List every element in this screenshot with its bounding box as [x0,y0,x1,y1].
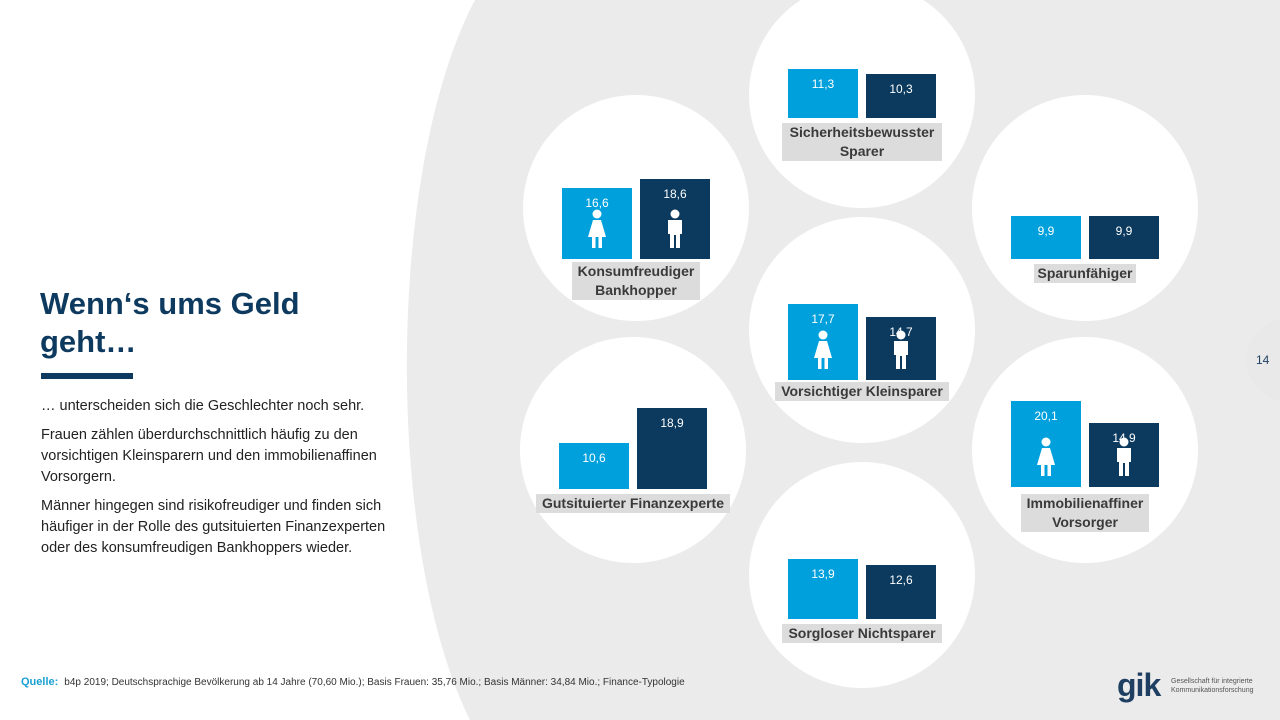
segment-label: Konsumfreudiger Bankhopper [572,262,700,300]
gik-logo: gik Gesellschaft für integrierte Kommuni… [1117,668,1267,708]
segment-label: Immobilienaffiner Vorsorger [1021,494,1149,532]
bar-women: 11,3 [788,69,858,118]
bar-value-label: 12,6 [889,572,913,587]
paragraph-men: Männer hingegen sind risikofreudiger und… [41,498,386,556]
bar-men: 14,7 [866,316,936,380]
page-title: Wenn‘s ums Geld geht… [40,286,300,359]
segment-label: Gutsituierter Finanzexperte [536,494,730,513]
bar-women: 10,6 [559,443,629,489]
segment-bars: 10,6 18,9 [559,0,707,489]
title-underline [41,373,133,379]
bar-value-label: 18,9 [660,415,684,430]
segment-circle [749,0,975,208]
source-note: Quelle: b4p 2019; Deutschsprachige Bevölk… [21,676,685,688]
source-text: b4p 2019; Deutschsprachige Bevölkerung a… [64,677,685,688]
segment-label: Sorgloser Nichtsparer [782,624,942,643]
bar-men: 9,9 [1089,216,1159,259]
logo-mark: gik [1117,667,1161,703]
segment-circle [972,95,1198,321]
source-label: Quelle: [21,676,59,688]
logo-tagline-line-1: Gesellschaft für integrierte [1171,678,1253,685]
segment-circle [749,462,975,688]
bar-value-label: 10,3 [889,81,913,96]
bar-value-label: 17,7 [811,311,835,326]
bar-women: 20,1 [1011,400,1081,487]
bar-value-label: 9,9 [1037,224,1055,239]
bar-women: 9,9 [1011,216,1081,259]
paragraph-women: Frauen zählen überdurchschnittlich häufi… [41,427,377,485]
segment-bars: 20,1 14,9 [1011,0,1159,487]
paragraph-intro: … unterscheiden sich die Geschlechter no… [41,398,365,414]
bar-men: 12,6 [866,564,936,619]
segment-bars: 11,3 10,3 [788,0,936,118]
bar-value-label: 20,1 [1034,408,1058,423]
logo-tagline-line-2: Kommunikationsforschung [1171,687,1254,694]
segment-label: Sparunfähiger [1034,264,1136,283]
segment-bars: 16,6 18,6 [562,0,710,259]
bar-men: 10,3 [866,73,936,118]
bar-women: 17,7 [788,303,858,380]
body-text: … unterscheiden sich die Geschlechter no… [41,396,386,567]
woman-icon [814,330,832,369]
segment-label: Sicherheitsbewusster Sparer [782,123,942,161]
bar-value-label: 16,6 [585,195,609,210]
bar-value-label: 13,9 [811,567,835,582]
man-icon [1117,437,1131,476]
bar-value-label: 11,3 [811,77,835,92]
bar-women: 13,9 [788,559,858,619]
woman-icon [588,209,606,248]
segment-circle [520,337,746,563]
bar-women: 16,6 [562,187,632,259]
bar-men: 18,9 [637,407,707,489]
bar-value-label: 9,9 [1115,224,1133,239]
bar-men: 14,9 [1089,422,1159,487]
segment-bars: 9,9 9,9 [1011,0,1159,259]
segment-bars: 13,9 12,6 [788,0,936,619]
segment-bars: 17,7 14,7 [788,0,936,380]
segment-circle [749,217,975,443]
bar-men: 18,6 [640,179,710,259]
bar-value-label: 10,6 [582,451,606,466]
page-number: 14 [1256,353,1270,367]
woman-icon [1037,437,1055,476]
logo-tagline: Gesellschaft für integrierte Kommunikati… [1171,677,1254,695]
bar-value-label: 18,6 [663,187,687,202]
man-icon [668,209,682,248]
man-icon [894,330,908,369]
segment-label: Vorsichtiger Kleinsparer [775,382,949,401]
